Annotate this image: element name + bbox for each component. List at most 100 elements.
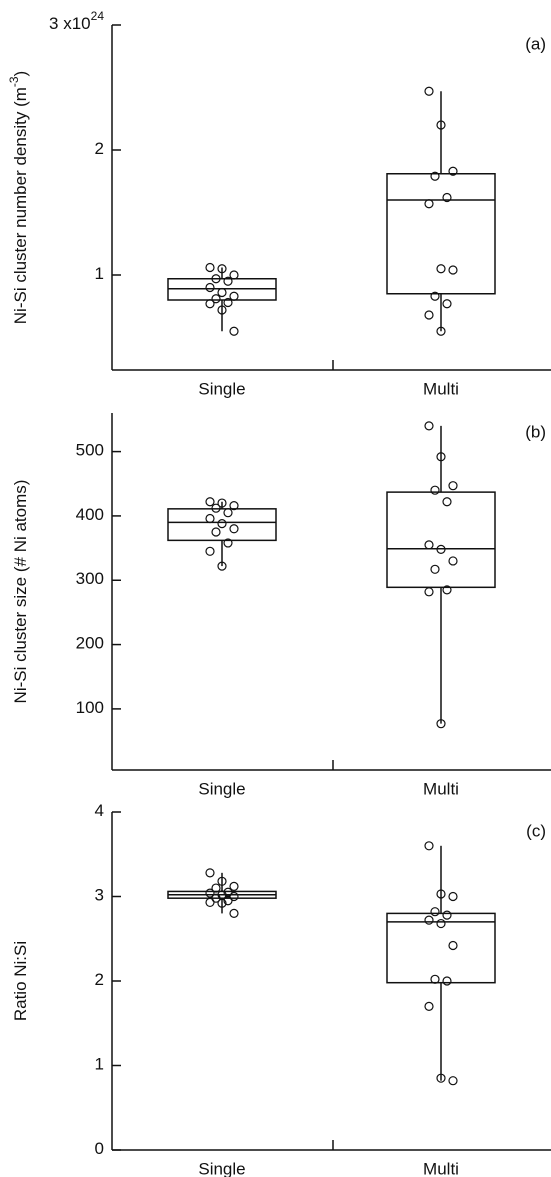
data-point bbox=[205, 888, 215, 898]
x-tick-label: Multi bbox=[423, 779, 459, 798]
y-axis-label: Ni-Si cluster number density (m-3) bbox=[7, 71, 30, 324]
x-tick-label: Single bbox=[198, 379, 245, 398]
tick-text: 500 bbox=[76, 441, 104, 460]
data-point bbox=[223, 896, 233, 906]
y-tick-label: 300 bbox=[76, 570, 104, 589]
x-tick-label: Multi bbox=[423, 379, 459, 398]
data-point bbox=[424, 1001, 434, 1011]
data-point bbox=[205, 897, 215, 908]
x-tick-label: Single bbox=[198, 1159, 245, 1177]
data-point bbox=[448, 556, 458, 566]
data-point bbox=[217, 519, 227, 529]
label-sup: -3 bbox=[7, 76, 21, 87]
box bbox=[386, 491, 496, 589]
data-point bbox=[229, 501, 239, 511]
data-point bbox=[448, 891, 458, 902]
data-point bbox=[211, 893, 221, 903]
y-tick-label: 2 bbox=[95, 970, 104, 989]
data-point bbox=[424, 310, 434, 320]
data-point bbox=[436, 452, 446, 462]
box bbox=[167, 508, 277, 542]
data-point bbox=[424, 540, 434, 550]
data-point bbox=[442, 497, 452, 507]
y-axis-label: Ni-Si cluster size (# Ni atoms) bbox=[11, 480, 30, 704]
data-point bbox=[436, 544, 446, 554]
data-point bbox=[229, 908, 239, 919]
data-point bbox=[436, 264, 446, 274]
data-point bbox=[223, 297, 233, 308]
data-point bbox=[448, 166, 458, 176]
y-tick-label: 200 bbox=[76, 634, 104, 653]
label-end: ) bbox=[11, 71, 30, 77]
tick-text: 1 bbox=[95, 1055, 104, 1074]
tick-text: 3 x10 bbox=[49, 14, 91, 33]
y-tick-label: 3 bbox=[95, 886, 104, 905]
data-point bbox=[424, 587, 434, 597]
y-tick-label: 1 bbox=[95, 264, 104, 283]
x-tick-label: Multi bbox=[423, 1159, 459, 1177]
data-point bbox=[223, 508, 233, 518]
data-point bbox=[205, 513, 215, 524]
data-point bbox=[217, 305, 227, 315]
y-tick-label: 3 x1024 bbox=[49, 9, 104, 33]
data-point bbox=[424, 199, 434, 209]
data-point bbox=[436, 889, 446, 899]
data-point bbox=[223, 276, 233, 286]
panel-label: (c) bbox=[526, 821, 546, 840]
data-point bbox=[217, 287, 227, 298]
data-point bbox=[229, 326, 239, 336]
tick-text: 1 bbox=[95, 264, 104, 283]
data-point bbox=[436, 1073, 446, 1083]
data-point bbox=[436, 719, 446, 729]
data-point bbox=[448, 1076, 458, 1086]
y-tick-label: 0 bbox=[95, 1139, 104, 1158]
label-text: Ni-Si cluster size (# Ni atoms) bbox=[11, 480, 30, 704]
tick-exponent: 24 bbox=[91, 9, 105, 23]
data-point bbox=[211, 503, 221, 513]
data-point bbox=[205, 282, 215, 293]
data-point bbox=[424, 421, 434, 431]
data-point bbox=[430, 291, 440, 301]
data-point bbox=[442, 976, 452, 986]
data-point bbox=[217, 898, 227, 908]
data-point bbox=[223, 538, 233, 548]
label-text: Ratio Ni:Si bbox=[11, 941, 30, 1021]
data-point bbox=[229, 881, 239, 891]
tick-text: 3 bbox=[95, 886, 104, 905]
data-point bbox=[211, 883, 221, 893]
data-point bbox=[229, 270, 239, 280]
tick-text: 100 bbox=[76, 698, 104, 717]
data-point bbox=[217, 561, 227, 571]
data-point bbox=[430, 907, 440, 917]
data-point bbox=[229, 891, 239, 902]
data-point bbox=[430, 171, 440, 181]
data-point bbox=[205, 546, 215, 556]
y-tick-label: 100 bbox=[76, 698, 104, 717]
data-point bbox=[205, 262, 215, 273]
data-point bbox=[436, 326, 446, 336]
y-tick-label: 4 bbox=[95, 801, 104, 820]
data-point bbox=[424, 841, 434, 851]
data-point bbox=[448, 940, 458, 951]
data-point bbox=[448, 481, 458, 491]
tick-text: 200 bbox=[76, 634, 104, 653]
data-point bbox=[229, 291, 239, 301]
data-point bbox=[205, 497, 215, 507]
data-point bbox=[430, 974, 440, 984]
tick-text: 2 bbox=[95, 139, 104, 158]
box bbox=[386, 173, 496, 295]
data-point bbox=[442, 585, 452, 595]
data-point bbox=[217, 264, 227, 274]
data-point bbox=[442, 299, 452, 309]
data-point bbox=[424, 86, 434, 96]
data-point bbox=[217, 876, 227, 886]
data-point bbox=[442, 192, 452, 203]
data-point bbox=[229, 524, 239, 534]
data-point bbox=[430, 564, 440, 574]
data-point bbox=[211, 527, 221, 537]
label-text: Ni-Si cluster number density (m bbox=[11, 87, 30, 324]
tick-text: 2 bbox=[95, 970, 104, 989]
y-tick-label: 1 bbox=[95, 1055, 104, 1074]
y-axis-label: Ratio Ni:Si bbox=[11, 941, 30, 1021]
